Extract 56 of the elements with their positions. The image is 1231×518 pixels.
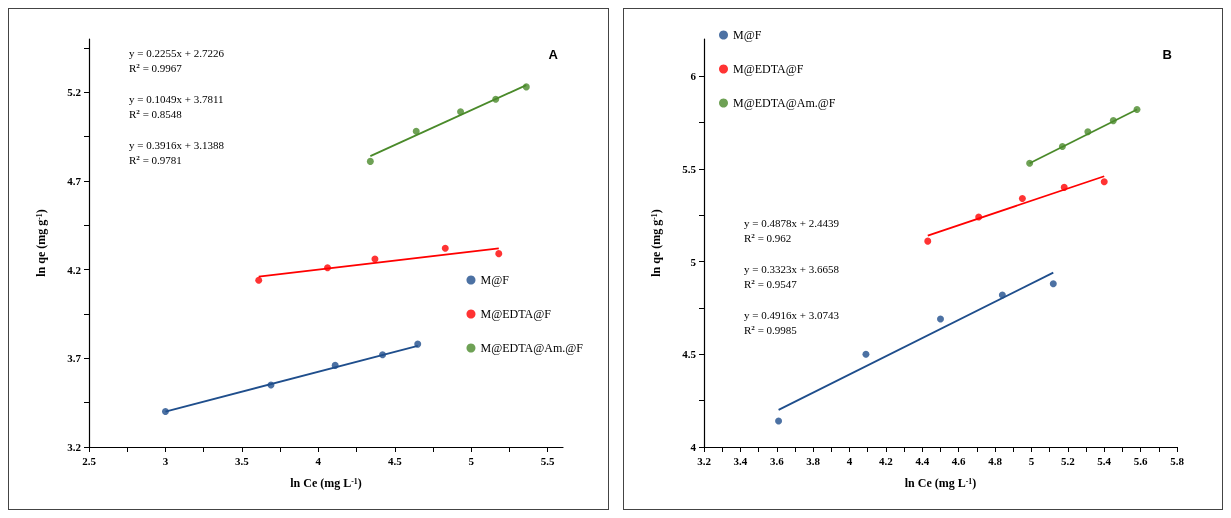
x-tick-label: 4 (315, 454, 322, 467)
annotation: y = 0.3323x + 3.6658 (744, 262, 840, 275)
x-tick-label: 5.5 (540, 454, 556, 467)
y-tick-label: 4.2 (67, 263, 82, 276)
point (775, 417, 783, 425)
annotation: y = 0.4916x + 3.0743 (744, 308, 840, 321)
text: B (1162, 47, 1172, 62)
y-tick-label: 4 (690, 441, 697, 453)
x-tick-label: 5 (1028, 454, 1035, 467)
legend-label: M@F (480, 273, 510, 287)
legend-label: M@F (733, 28, 762, 42)
annotation: y = 0.2255x + 2.7226 (129, 46, 225, 59)
y-tick-label: 3.7 (67, 352, 82, 365)
point (1018, 194, 1026, 202)
legend-label: M@EDTA@Am.@F (733, 96, 836, 110)
point (937, 315, 944, 323)
y-tick-label: 4.5 (682, 348, 697, 361)
point (924, 237, 932, 245)
y-tick-label: 3.2 (67, 441, 82, 453)
x-tick-label: 3 (162, 454, 169, 467)
legend-label: M@EDTA@Am.@F (480, 341, 584, 355)
legend-label: M@EDTA@F (733, 62, 804, 76)
x-tick-label: 4 (846, 454, 853, 467)
point (495, 250, 503, 258)
legend-label: M@EDTA@F (480, 307, 552, 321)
y-tick-label: 5.2 (67, 86, 82, 99)
y-tick-label: 6 (690, 70, 697, 83)
point (441, 244, 449, 252)
x-tick-label: 4.2 (879, 454, 894, 467)
y-tick-label: 4.7 (67, 174, 82, 187)
annotation: y = 0.4878x + 2.4439 (744, 216, 840, 229)
x-tick-label: 4.8 (988, 454, 1003, 467)
x-tick-label: 3.5 (235, 454, 250, 467)
x-tick-label: 4.5 (387, 454, 403, 467)
text: A (548, 47, 559, 62)
x-tick-label: 5.4 (1097, 454, 1112, 467)
x-tick-label: 3.4 (733, 454, 748, 467)
point (255, 276, 263, 284)
point (412, 127, 420, 135)
x-tick-label: 5 (468, 454, 475, 467)
point (862, 350, 870, 358)
x-tick-label: 4.6 (951, 454, 967, 467)
point (366, 157, 374, 165)
x-tick-label: 4.4 (915, 454, 930, 467)
x-tick-label: 2.5 (82, 454, 97, 467)
x-tick-label: 3.6 (769, 454, 785, 467)
x-tick-label: 3.8 (806, 454, 821, 467)
annotation: y = 0.1049x + 3.7811 (129, 92, 224, 105)
x-tick-label: 5.8 (1170, 454, 1185, 467)
x-tick-label: 5.6 (1133, 454, 1148, 467)
point (1049, 280, 1057, 288)
annotation: y = 0.3916x + 3.1388 (129, 138, 225, 151)
x-tick-label: 5.2 (1060, 454, 1076, 467)
y-tick-label: 5 (690, 255, 697, 268)
y-tick-label: 5.5 (682, 162, 697, 175)
point (1100, 178, 1108, 186)
